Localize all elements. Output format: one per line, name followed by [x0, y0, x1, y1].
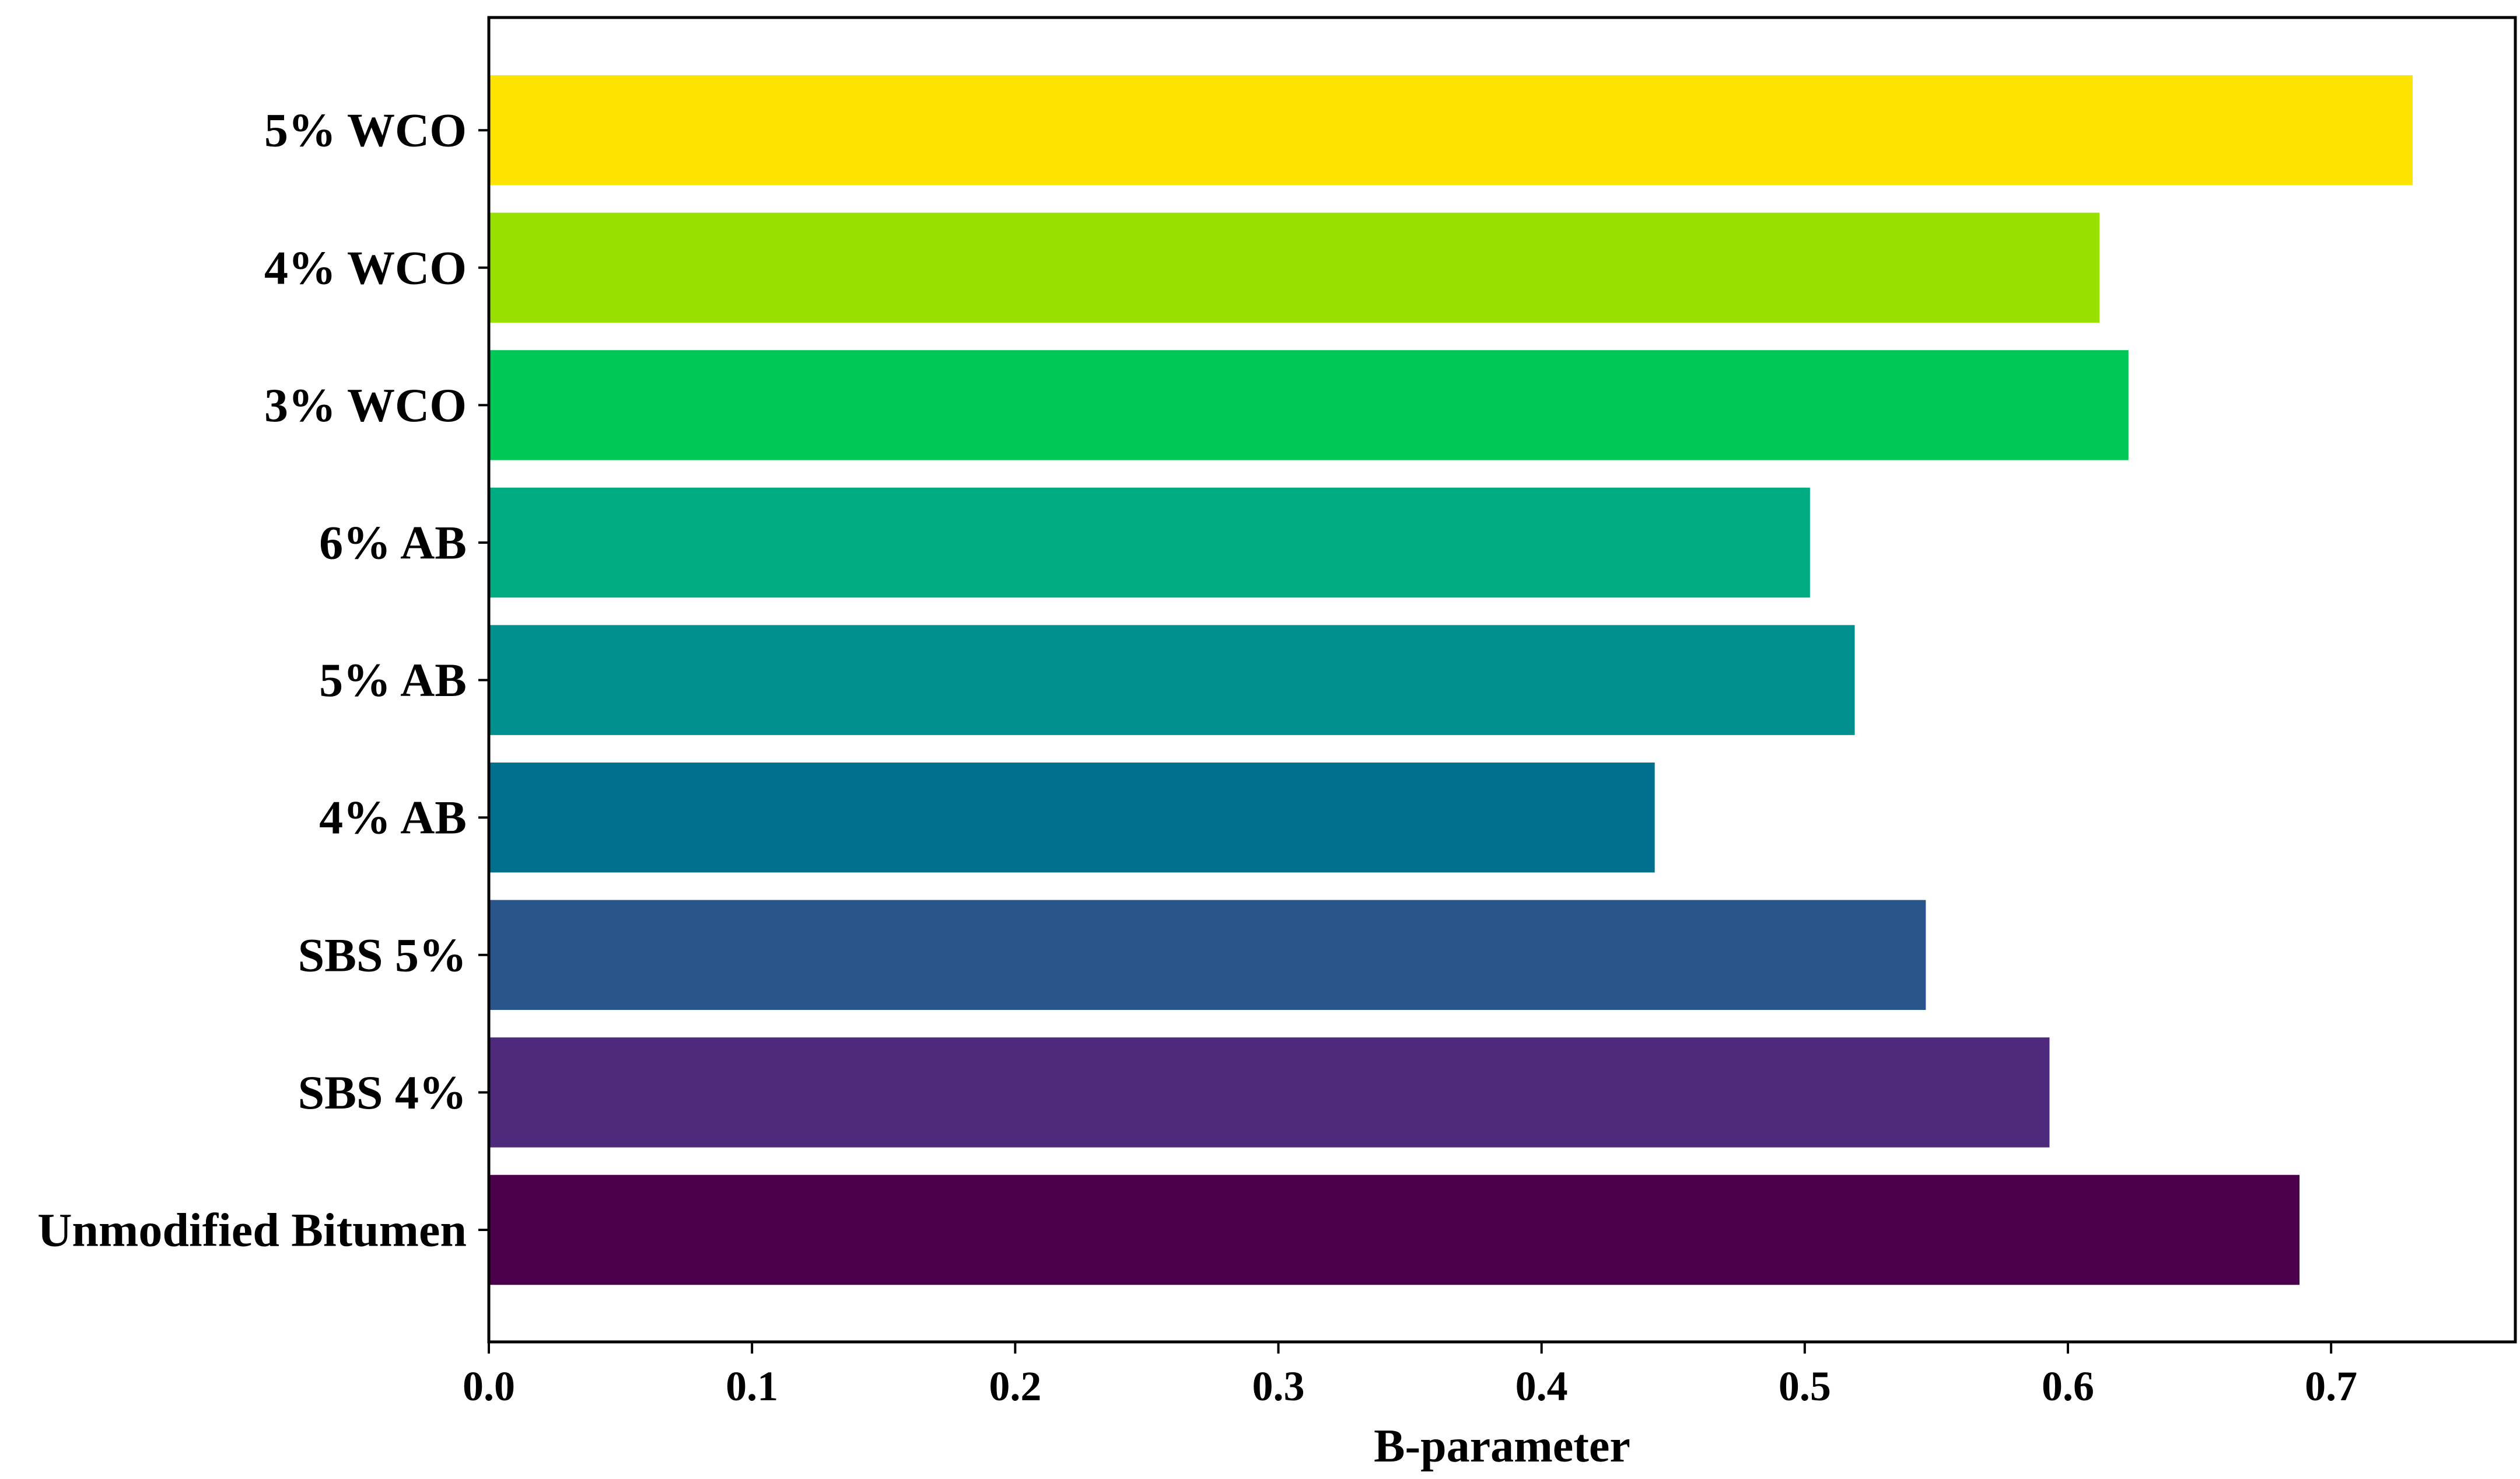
x-axis-ticks: 0.0 0.1 0.2 0.3 0.4 0.5 0.6 0.7 — [463, 1342, 2357, 1410]
y-category-label: 4% AB — [319, 791, 467, 844]
x-tick-label: 0.6 — [2042, 1363, 2094, 1410]
y-axis-category-labels: Unmodified Bitumen SBS 4% SBS 5% 4% AB 5% AB… — [37, 104, 489, 1257]
bar — [489, 625, 1855, 735]
bar — [489, 762, 1655, 873]
x-tick-label: 0.0 — [463, 1363, 515, 1410]
x-axis-title: B-parameter — [1374, 1421, 1630, 1472]
bar — [489, 487, 1810, 598]
bar — [489, 350, 2129, 460]
bar — [489, 1174, 2300, 1285]
x-tick-label: 0.4 — [1516, 1363, 1568, 1410]
bar — [489, 212, 2100, 323]
y-category-label: Unmodified Bitumen — [37, 1204, 467, 1257]
x-tick-label: 0.1 — [726, 1363, 778, 1410]
y-category-label: 4% WCO — [264, 241, 467, 294]
plot-frame — [487, 16, 2517, 1344]
bars-group — [489, 75, 2413, 1285]
bar — [489, 1037, 2050, 1148]
bar — [489, 900, 1926, 1011]
x-tick-label: 0.7 — [2305, 1363, 2357, 1410]
y-category-label: 5% AB — [319, 653, 467, 707]
y-category-label: SBS 5% — [298, 928, 467, 981]
y-category-label: SBS 4% — [298, 1066, 467, 1119]
y-category-label: 5% WCO — [264, 104, 467, 157]
y-category-label: 3% WCO — [264, 379, 467, 432]
x-tick-label: 0.2 — [989, 1363, 1041, 1410]
y-category-label: 6% AB — [319, 516, 467, 569]
bar — [489, 75, 2413, 186]
x-tick-label: 0.5 — [1779, 1363, 1831, 1410]
x-tick-label: 0.3 — [1252, 1363, 1305, 1410]
